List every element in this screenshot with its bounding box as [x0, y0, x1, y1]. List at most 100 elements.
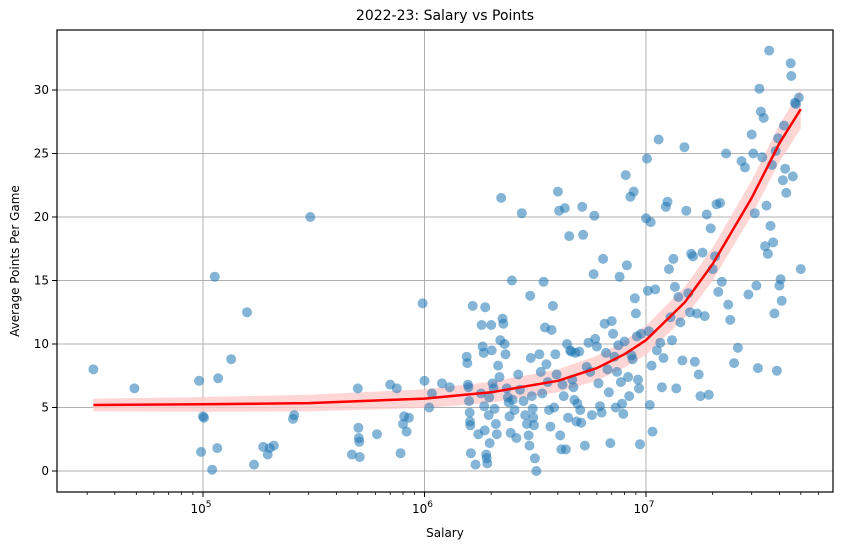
data-point	[677, 355, 688, 366]
data-point	[194, 375, 205, 386]
data-point	[624, 391, 635, 402]
data-point	[531, 466, 542, 476]
data-point	[574, 346, 585, 357]
data-point	[419, 375, 430, 386]
data-point	[352, 383, 363, 394]
data-point	[537, 388, 548, 399]
data-point	[754, 83, 765, 94]
data-point	[751, 280, 762, 291]
data-point	[479, 401, 490, 412]
y-tick-label: 10	[34, 337, 49, 351]
data-point	[671, 383, 682, 394]
data-point	[606, 316, 617, 327]
data-point	[528, 412, 539, 423]
data-point	[705, 223, 716, 234]
data-point	[196, 446, 207, 457]
data-point	[482, 458, 493, 469]
data-point	[729, 358, 740, 369]
data-point	[603, 387, 614, 398]
data-point	[617, 398, 628, 409]
data-point	[642, 153, 652, 164]
data-point	[764, 45, 775, 56]
y-tick-label: 30	[34, 83, 49, 97]
data-point	[534, 349, 545, 360]
data-point	[644, 400, 655, 410]
data-point	[760, 241, 771, 252]
data-point	[775, 274, 786, 285]
data-point	[636, 328, 647, 339]
data-point	[757, 152, 768, 163]
data-point	[480, 302, 491, 313]
data-point	[634, 383, 644, 394]
data-point	[602, 364, 613, 375]
data-point	[746, 129, 757, 140]
data-point	[426, 388, 437, 399]
data-point	[557, 379, 568, 390]
data-point	[628, 186, 639, 197]
data-point	[589, 210, 600, 221]
data-point	[249, 459, 259, 470]
data-point	[713, 286, 724, 297]
data-point	[627, 354, 638, 365]
data-point	[462, 358, 473, 369]
data-point	[563, 412, 574, 423]
data-point	[701, 209, 712, 220]
data-point	[743, 289, 754, 300]
data-point	[541, 359, 552, 370]
data-point	[695, 391, 706, 402]
data-point	[209, 271, 220, 282]
data-point	[496, 192, 507, 203]
data-point	[500, 349, 511, 360]
data-point	[464, 407, 475, 418]
data-point	[499, 339, 510, 349]
data-point	[673, 292, 684, 302]
data-point	[417, 298, 428, 309]
data-point	[559, 203, 570, 214]
data-point	[777, 175, 788, 186]
data-point	[479, 425, 490, 436]
data-point	[520, 410, 531, 421]
data-point	[752, 363, 763, 374]
data-point	[635, 439, 645, 450]
data-point	[633, 374, 643, 385]
data-point	[579, 440, 590, 451]
data-point	[354, 436, 365, 447]
data-point	[463, 382, 474, 393]
data-point	[765, 220, 776, 231]
x-axis-ticks: 105 106 107	[86, 492, 819, 516]
data-point	[476, 320, 487, 330]
data-point	[551, 369, 562, 380]
data-point	[494, 372, 505, 382]
data-point	[740, 162, 750, 173]
x-tick-label: 105	[190, 500, 211, 516]
data-point	[699, 311, 710, 322]
data-point	[242, 307, 252, 318]
x-tick-label: 106	[412, 500, 433, 516]
data-point	[651, 345, 662, 356]
data-point	[545, 421, 556, 432]
data-point	[226, 354, 237, 365]
y-tick-label: 25	[34, 147, 49, 161]
data-point	[484, 438, 495, 449]
data-point	[793, 92, 804, 103]
data-point	[489, 403, 500, 414]
data-point	[577, 201, 588, 212]
data-point	[786, 71, 797, 81]
data-point	[769, 308, 780, 319]
data-point	[129, 383, 140, 394]
data-point	[478, 347, 489, 358]
data-point	[437, 378, 447, 389]
data-point	[395, 448, 406, 459]
data-point	[629, 293, 640, 304]
data-point	[669, 281, 680, 292]
regression-fit-line	[93, 108, 802, 407]
data-point	[768, 237, 779, 248]
data-point	[516, 208, 527, 219]
data-point	[465, 420, 476, 431]
data-point	[268, 440, 279, 451]
data-point	[598, 253, 609, 264]
data-point	[546, 325, 557, 335]
data-point	[776, 295, 787, 306]
data-point	[511, 433, 522, 443]
y-tick-label: 20	[34, 210, 49, 224]
